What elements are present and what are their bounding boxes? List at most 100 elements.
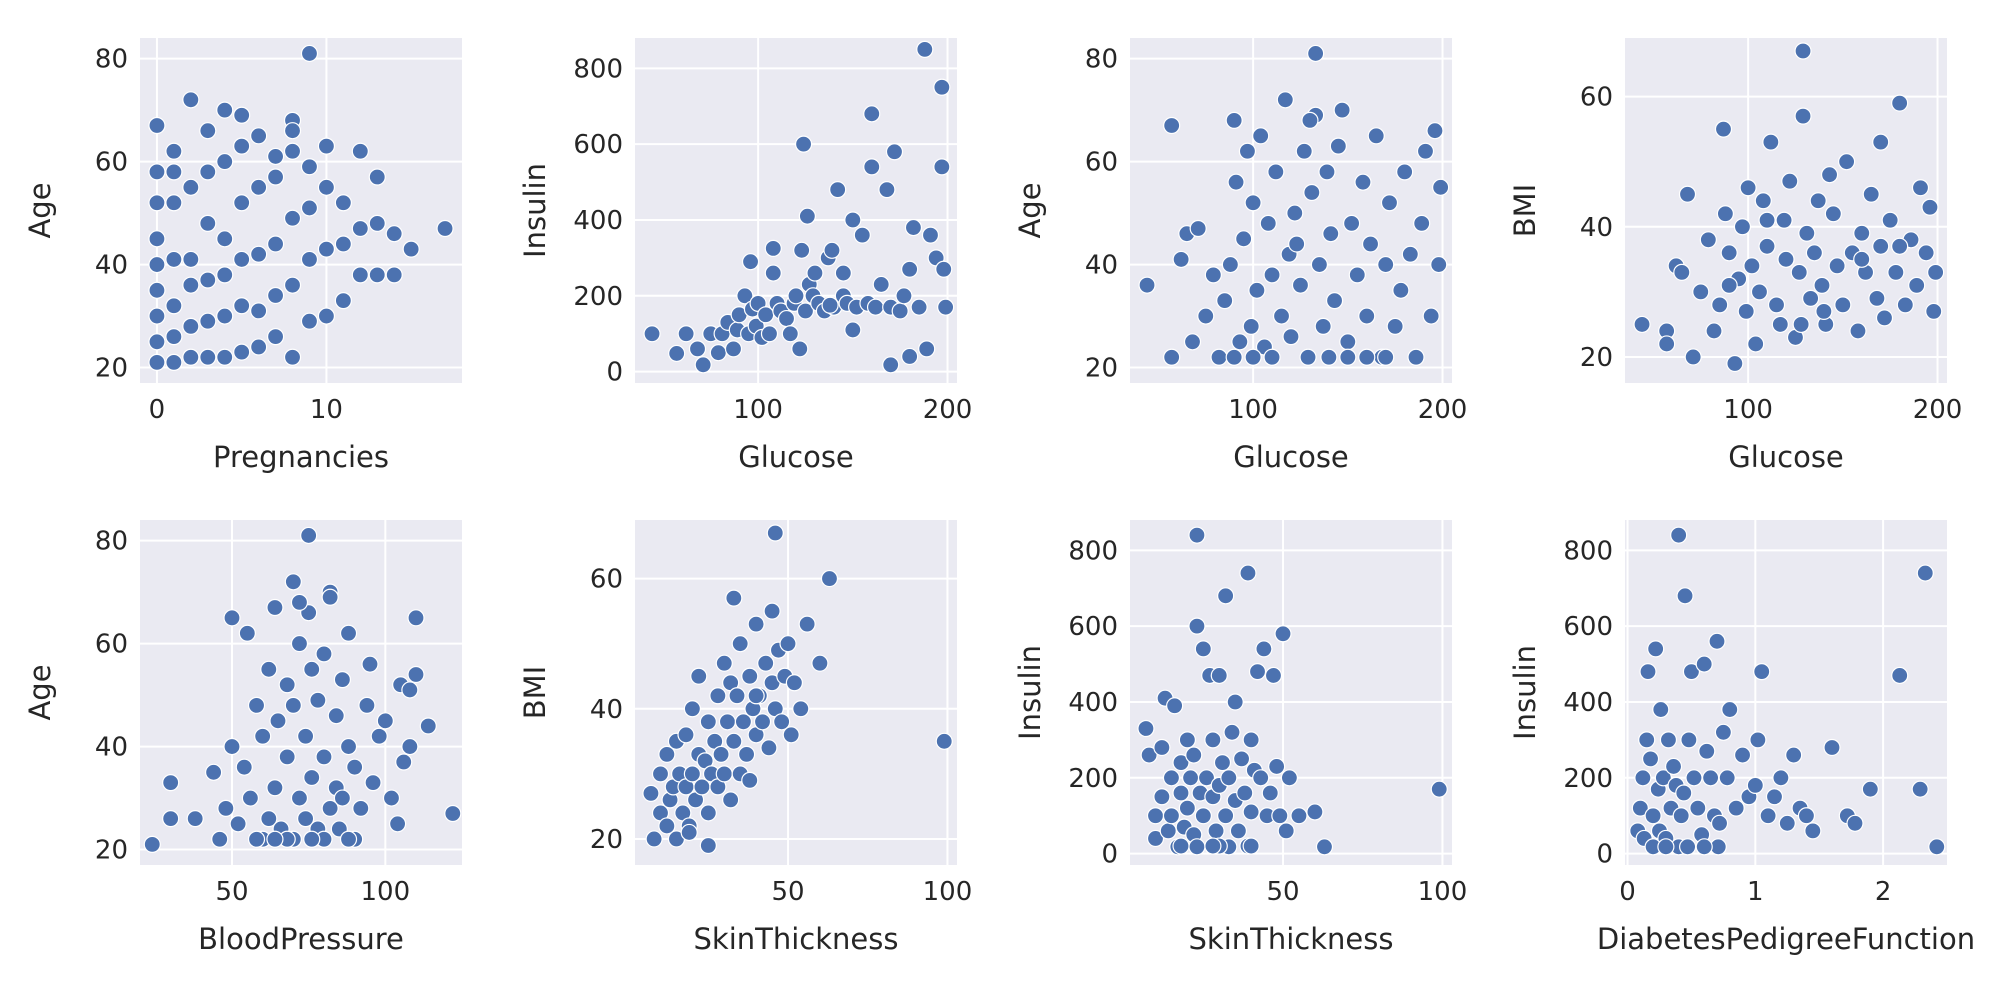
scatter-point: [300, 250, 319, 269]
scatter-point: [763, 602, 781, 620]
scatter-point: [1314, 317, 1332, 335]
scatter-point: [760, 739, 778, 757]
scatter-point: [1716, 205, 1734, 223]
scatter-point: [1276, 91, 1294, 109]
scatter-point: [747, 615, 765, 633]
scatter-point: [1684, 348, 1702, 366]
scatter-point: [1676, 587, 1694, 605]
scatter-point: [1290, 807, 1308, 825]
scatter-point: [1189, 219, 1207, 238]
scatter-point: [811, 654, 829, 672]
scatter-point: [1310, 255, 1329, 274]
scatter-point: [165, 163, 183, 181]
scatter-point: [1194, 807, 1212, 825]
scatter-point: [728, 687, 746, 705]
scatter-point: [1708, 632, 1726, 650]
scatter-point: [1339, 333, 1357, 351]
scatter-point: [1320, 348, 1338, 366]
scatter-point: [798, 615, 816, 633]
scatter-point: [385, 266, 403, 284]
scatter-point: [806, 264, 824, 282]
scatter-point: [1329, 137, 1347, 155]
scatter-point: [1714, 120, 1733, 138]
scatter-point: [764, 264, 782, 282]
scatter-point: [401, 737, 419, 756]
scatter-point: [1322, 225, 1340, 243]
scatter-point: [1248, 663, 1267, 681]
scatter-point: [333, 671, 351, 689]
scatter-point: [1252, 127, 1270, 145]
scatter-point: [1163, 348, 1181, 366]
scatter-point: [1197, 307, 1215, 325]
scatter-point: [407, 609, 425, 627]
scatter-point: [300, 44, 319, 63]
scatter-point: [1172, 784, 1190, 802]
scatter-point: [683, 765, 701, 783]
scatter-point: [317, 240, 336, 258]
scatter-point: [688, 340, 707, 358]
scatter-point: [918, 340, 936, 358]
scatter-point: [278, 748, 296, 766]
scatter-point: [1689, 799, 1707, 817]
y-tick-label: 20: [1085, 354, 1118, 384]
scatter-point: [1307, 44, 1325, 63]
scatter-point: [1392, 281, 1410, 299]
scatter-point: [1853, 224, 1871, 242]
scatter-point: [1634, 769, 1652, 787]
y-tick-label: 80: [95, 527, 128, 557]
scatter-point: [1809, 192, 1827, 210]
y-tick-label: 80: [95, 45, 128, 75]
scatter-point: [777, 309, 796, 328]
scatter-point: [1333, 101, 1351, 119]
scatter-point: [182, 317, 200, 335]
y-tick-label: 40: [1085, 251, 1118, 281]
scatter-point: [1720, 244, 1738, 262]
scatter-point: [199, 271, 217, 289]
scatter-point: [1658, 335, 1676, 353]
scatter-point: [1217, 587, 1235, 605]
scatter-point: [182, 348, 200, 366]
scatter-point: [937, 298, 955, 316]
scatter-point: [1765, 788, 1784, 806]
scatter-point: [683, 700, 701, 718]
scatter-point: [1268, 757, 1286, 776]
y-axis-label: Age: [23, 182, 57, 238]
scatter-point: [1291, 276, 1310, 294]
scatter-point: [1226, 693, 1244, 711]
x-tick-label: 50: [1266, 877, 1299, 907]
scatter-point: [901, 347, 919, 366]
scatter-point: [1138, 276, 1156, 294]
scatter-point: [1659, 731, 1678, 749]
scatter-point: [1767, 296, 1786, 314]
scatter-point: [1802, 289, 1820, 307]
scatter-point: [1699, 231, 1717, 249]
scatter-point: [1702, 769, 1720, 787]
y-axis-label: Insulin: [1508, 645, 1542, 740]
scatter-point: [217, 799, 235, 817]
scatter-point: [300, 158, 319, 176]
scatter-point: [643, 325, 661, 343]
scatter-point: [1432, 178, 1450, 196]
scatter-point: [798, 207, 816, 225]
scatter-point: [1739, 179, 1757, 197]
scatter-point: [1343, 214, 1361, 232]
scatter-point: [250, 338, 268, 356]
scatter-point: [334, 235, 352, 253]
x-axis-label: Glucose: [738, 440, 854, 474]
scatter-point: [216, 230, 234, 248]
scatter-point: [300, 199, 319, 217]
scatter-point: [368, 168, 386, 186]
y-axis-label: Age: [1013, 182, 1047, 238]
scatter-point: [1772, 769, 1790, 787]
y-tick-label: 60: [1580, 83, 1613, 113]
y-tick-label: 600: [573, 130, 623, 160]
scatter-point: [266, 286, 285, 305]
scatter-point: [1263, 266, 1281, 284]
scatter-point: [436, 219, 454, 238]
scatter-point: [910, 298, 928, 316]
scatter-point: [1928, 838, 1946, 856]
scatter-point: [736, 287, 754, 305]
scatter-point: [199, 163, 217, 181]
scatter-point: [1295, 142, 1313, 160]
scatter-point: [885, 143, 904, 161]
